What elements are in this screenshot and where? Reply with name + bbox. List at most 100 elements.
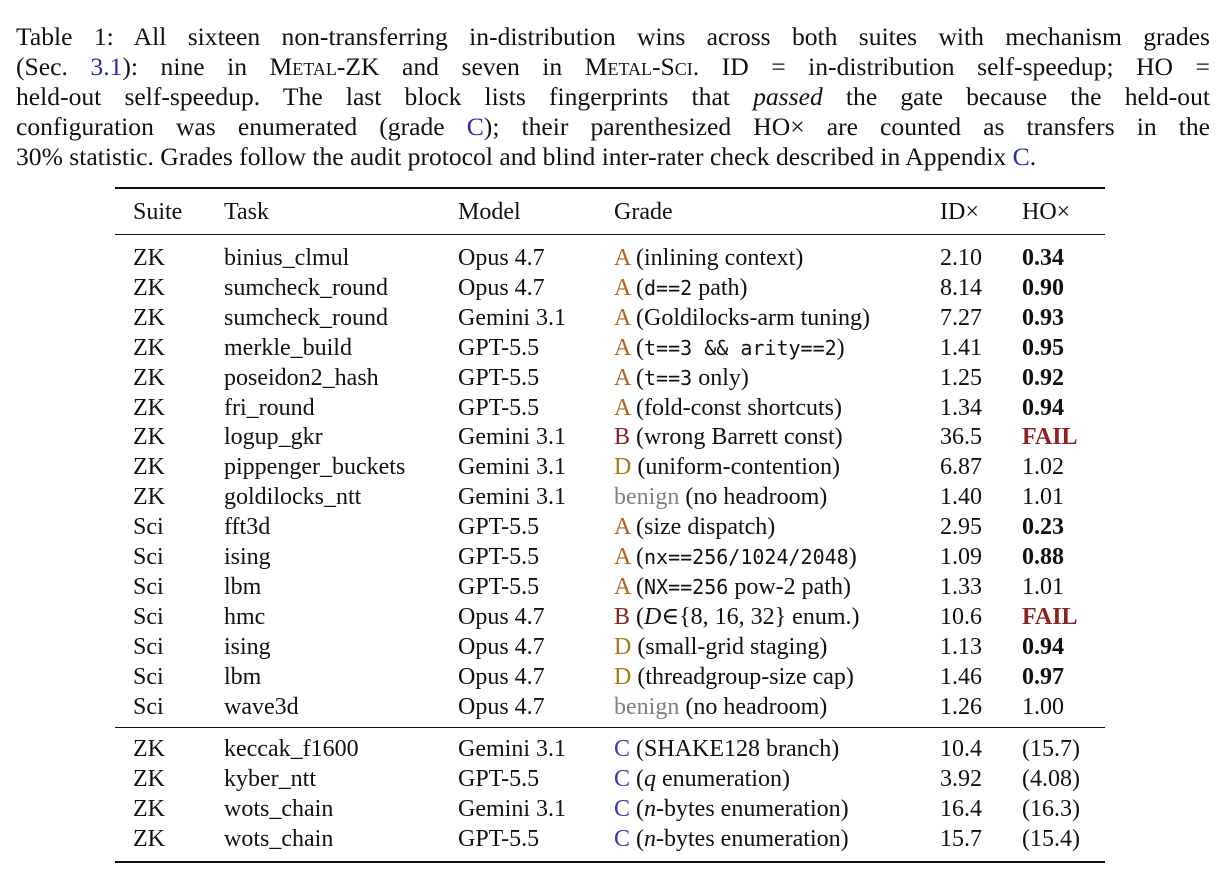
caption-line: (Sec. 3.1): nine in Metal-ZK and seven i… bbox=[16, 52, 1210, 82]
cell-task: fri_round bbox=[224, 394, 315, 421]
grade-letter: A bbox=[614, 514, 631, 541]
cell-id-speedup: 1.41 bbox=[940, 334, 982, 361]
cell-model: Gemini 3.1 bbox=[458, 454, 566, 481]
caption-text: passed bbox=[753, 82, 823, 111]
cell-id-speedup: 1.46 bbox=[940, 663, 982, 690]
cell-id-speedup: 1.25 bbox=[940, 364, 982, 391]
cell-task: logup_gkr bbox=[224, 424, 323, 451]
cell-model: GPT-5.5 bbox=[458, 573, 540, 600]
table-row: ZK kyber_ntt GPT-5.5 C (q enumeration) 3.92 (… bbox=[115, 764, 1105, 794]
cell-ho-speedup: 0.90 bbox=[1022, 274, 1064, 301]
cell-ho-speedup: (16.3) bbox=[1022, 795, 1080, 822]
cell-suite: ZK bbox=[133, 274, 165, 301]
cell-id-speedup: 10.6 bbox=[940, 603, 982, 630]
grade-note: -bytes enumeration) bbox=[656, 795, 849, 822]
cell-id-speedup: 1.34 bbox=[940, 394, 982, 421]
cell-ho-speedup: 0.92 bbox=[1022, 364, 1064, 391]
cell-model: Opus 4.7 bbox=[458, 245, 545, 271]
cell-suite: Sci bbox=[133, 544, 164, 570]
cell-model: Gemini 3.1 bbox=[458, 795, 566, 822]
grade-letter: D bbox=[614, 663, 632, 690]
caption-text: ): nine in bbox=[122, 52, 270, 81]
grade-letter: A bbox=[614, 304, 631, 331]
grade-note: nx==256/1024/2048 bbox=[644, 545, 849, 569]
grade-note: (size dispatch) bbox=[636, 514, 776, 541]
table-row: ZK wots_chain GPT-5.5 C (n-bytes enumeratio… bbox=[115, 824, 1105, 854]
cell-suite: ZK bbox=[133, 484, 165, 511]
grade-note: (no headroom) bbox=[685, 484, 828, 511]
caption-text: 30% statistic. Grades follow the audit p… bbox=[16, 142, 1013, 171]
cell-task: lbm bbox=[224, 573, 262, 600]
grade-note: (Goldilocks-arm tuning) bbox=[636, 304, 870, 331]
grade-note: path) bbox=[692, 274, 748, 301]
cell-task: ising bbox=[224, 633, 271, 660]
cell-ho-speedup: FAIL bbox=[1022, 424, 1078, 451]
cell-model: Gemini 3.1 bbox=[458, 484, 566, 511]
cell-ho-speedup: 0.95 bbox=[1022, 334, 1064, 361]
grade-note: q bbox=[644, 765, 657, 792]
grade-note: ) bbox=[836, 334, 845, 361]
cell-ho-speedup: 0.88 bbox=[1022, 544, 1064, 570]
cell-task: binius_clmul bbox=[224, 245, 350, 271]
cell-task: merkle_build bbox=[224, 334, 352, 361]
caption-line: configuration was enumerated (grade C); … bbox=[16, 112, 1210, 142]
table-row: ZK pippenger_buckets Gemini 3.1 D (uniform-… bbox=[115, 452, 1105, 482]
table-row: ZK binius_clmul Opus 4.7 A (inlining contex… bbox=[115, 243, 1105, 273]
grade-note: ( bbox=[636, 825, 645, 852]
caption-line: Table 1: All sixteen non-transferring in… bbox=[16, 22, 1210, 52]
grade-note: D bbox=[644, 603, 662, 630]
table-caption: Table 1: All sixteen non-transferring in… bbox=[16, 22, 1210, 172]
cell-grade: A (d==2 path) bbox=[614, 273, 748, 303]
caption-text: the gate because the held-out bbox=[822, 82, 1210, 111]
header-model: Model bbox=[458, 199, 521, 225]
table-row: ZK poseidon2_hash GPT-5.5 A (t==3 only) 1.25… bbox=[115, 363, 1105, 393]
cell-suite: ZK bbox=[133, 364, 165, 391]
caption-text: . bbox=[1029, 142, 1037, 171]
table-row: ZK wots_chain Gemini 3.1 C (n-bytes enumera… bbox=[115, 794, 1105, 824]
cell-suite: Sci bbox=[133, 693, 164, 720]
caption-line: held-out self-speedup. The last block li… bbox=[16, 82, 1210, 112]
cell-task: pippenger_buckets bbox=[224, 454, 406, 481]
cell-ho-speedup: 1.01 bbox=[1022, 573, 1064, 600]
grade-note: ( bbox=[636, 334, 645, 361]
grade-note: (inlining context) bbox=[636, 245, 804, 271]
cell-grade: benign (no headroom) bbox=[614, 692, 827, 722]
grade-note: ( bbox=[636, 544, 645, 570]
grade-note: (wrong Barrett const) bbox=[636, 424, 843, 451]
cell-grade: A (fold-const shortcuts) bbox=[614, 393, 842, 423]
caption-text: (Sec. bbox=[16, 52, 91, 81]
cell-suite: ZK bbox=[133, 765, 165, 792]
cell-suite: Sci bbox=[133, 603, 164, 630]
cell-grade: A (size dispatch) bbox=[614, 512, 775, 542]
cell-id-speedup: 2.95 bbox=[940, 514, 982, 541]
grade-note: (uniform-contention) bbox=[637, 454, 840, 481]
cell-suite: ZK bbox=[133, 394, 165, 421]
cell-ho-speedup: 0.94 bbox=[1022, 394, 1064, 421]
cell-id-speedup: 6.87 bbox=[940, 454, 982, 481]
grade-note: only) bbox=[692, 364, 749, 391]
grade-letter: D bbox=[614, 633, 632, 660]
cell-grade: C (q enumeration) bbox=[614, 764, 790, 794]
cell-model: GPT-5.5 bbox=[458, 544, 540, 570]
grade-note: ( bbox=[636, 765, 645, 792]
cell-suite: ZK bbox=[133, 454, 165, 481]
grade-letter: A bbox=[614, 245, 631, 271]
grade-note: ( bbox=[636, 364, 645, 391]
caption-text: Table 1: All sixteen non-transferring in… bbox=[16, 22, 1210, 51]
cell-id-speedup: 1.33 bbox=[940, 573, 982, 600]
caption-text: Metal-ZK bbox=[269, 52, 380, 81]
cell-model: Gemini 3.1 bbox=[458, 424, 566, 451]
cell-model: Opus 4.7 bbox=[458, 274, 545, 301]
cell-id-speedup: 10.4 bbox=[940, 736, 982, 762]
cell-task: lbm bbox=[224, 663, 262, 690]
caption-text: C bbox=[466, 112, 484, 141]
grade-note: (small-grid staging) bbox=[637, 633, 828, 660]
cell-ho-speedup: 0.97 bbox=[1022, 663, 1064, 690]
cell-model: GPT-5.5 bbox=[458, 765, 540, 792]
caption-text: and seven in bbox=[379, 52, 585, 81]
cell-suite: Sci bbox=[133, 633, 164, 660]
table-row: ZK sumcheck_round Opus 4.7 A (d==2 path) 8.1… bbox=[115, 273, 1105, 303]
cell-ho-speedup: 0.34 bbox=[1022, 245, 1064, 271]
cell-grade: C (SHAKE128 branch) bbox=[614, 734, 839, 764]
cell-suite: ZK bbox=[133, 424, 165, 451]
